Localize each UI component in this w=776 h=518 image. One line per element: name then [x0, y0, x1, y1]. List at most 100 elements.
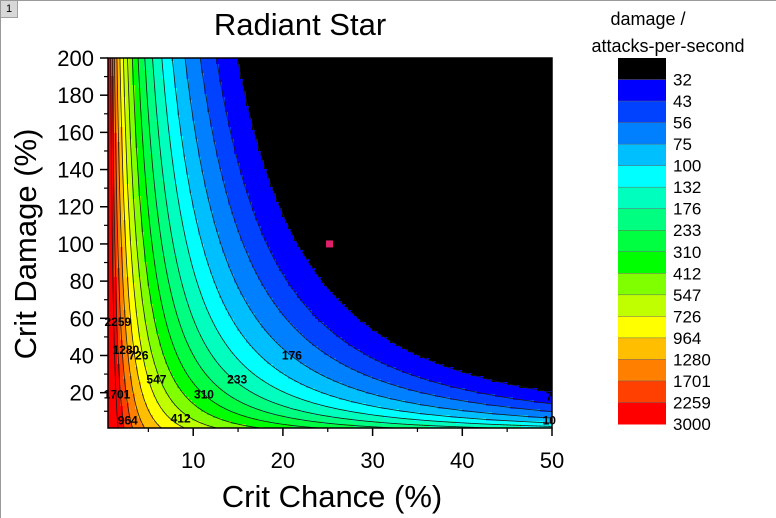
layer-tab[interactable]: 1	[1, 1, 18, 18]
contour-cell	[126, 145, 133, 149]
contour-cell	[135, 94, 142, 98]
contour-cell	[228, 124, 253, 128]
contour-cell	[228, 373, 256, 377]
contour-cell	[168, 283, 184, 287]
contour-cell	[123, 268, 127, 272]
contour-cell	[174, 166, 187, 170]
y-tick-label: 60	[70, 306, 94, 331]
contour-cell	[120, 202, 124, 206]
contour-cell	[192, 268, 211, 272]
contour-cell	[279, 268, 316, 272]
contour-cell	[114, 229, 118, 233]
contour-cell	[213, 130, 232, 134]
contour-cell	[186, 373, 208, 377]
contour-cell	[120, 376, 124, 380]
contour-cell	[108, 250, 115, 254]
contour-cell	[117, 133, 124, 137]
contour-cell	[117, 88, 121, 92]
contour-cell	[120, 154, 124, 158]
contour-cell	[117, 247, 124, 251]
contour-cell	[126, 124, 130, 128]
contour-cell	[264, 379, 295, 383]
contour-cell	[207, 94, 223, 98]
contour-cell	[168, 121, 181, 125]
contour-cell	[231, 208, 253, 212]
contour-cell	[306, 337, 343, 341]
contour-cell	[486, 403, 552, 407]
colorbar-level-label: 233	[673, 221, 701, 240]
contour-cell	[123, 250, 127, 254]
contour-cell	[135, 361, 145, 365]
contour-cell	[165, 361, 181, 365]
contour-cell	[132, 262, 139, 266]
contour-cell	[219, 232, 241, 236]
contour-cell	[174, 379, 193, 383]
contour-cell	[171, 286, 184, 290]
contour-cell	[150, 232, 160, 236]
contour-cell	[135, 403, 148, 407]
contour-cell	[195, 382, 214, 386]
contour-cell	[159, 424, 181, 428]
contour-cell	[159, 283, 169, 287]
contour-cell	[123, 142, 127, 146]
contour-cell	[144, 58, 154, 62]
contour-cell	[153, 175, 163, 179]
contour-cell	[138, 157, 145, 161]
contour-cell	[270, 181, 552, 185]
contour-cell	[141, 112, 148, 116]
contour-cell	[120, 121, 127, 125]
contour-cell	[123, 277, 130, 281]
contour-cell	[144, 166, 154, 170]
contour-cell	[135, 355, 145, 359]
contour-cell	[204, 178, 223, 182]
contour-cell	[315, 268, 552, 272]
contour-cell	[180, 274, 196, 278]
contour-cell	[156, 268, 166, 272]
contour-cell	[123, 361, 130, 365]
contour-cell	[177, 406, 199, 410]
contour-cell	[162, 304, 175, 308]
contour-cell	[153, 391, 166, 395]
contour-cell	[228, 112, 250, 116]
contour-cell	[120, 283, 124, 287]
contour-cell	[378, 331, 552, 335]
contour-cell	[147, 79, 154, 83]
contour-cell	[219, 70, 241, 74]
contour-cell	[162, 70, 175, 74]
contour-cell	[141, 382, 151, 386]
contour-cell	[222, 94, 247, 98]
contour-cell	[174, 421, 202, 425]
contour-cell	[108, 223, 115, 227]
contour-cell	[114, 193, 118, 197]
contour-cell	[276, 262, 310, 266]
contour-cell	[117, 178, 121, 182]
contour-cell	[162, 64, 175, 68]
contour-cell	[108, 370, 121, 374]
contour-cell	[132, 382, 142, 386]
contour-cell	[174, 307, 190, 311]
contour-cell	[420, 391, 478, 395]
contour-cell	[129, 232, 136, 236]
contour-cell	[201, 163, 220, 167]
contour-cell	[252, 208, 283, 212]
contour-cell	[189, 181, 205, 185]
y-tick-label: 140	[57, 158, 94, 183]
contour-cell	[276, 259, 310, 263]
contour-cell	[180, 271, 196, 275]
contour-cell	[117, 172, 121, 176]
contour-cell	[126, 160, 133, 164]
contour-cell	[132, 178, 139, 182]
contour-cell	[114, 178, 118, 182]
contour-cell	[156, 280, 169, 284]
contour-cell	[186, 58, 202, 62]
contour-cell	[156, 325, 169, 329]
contour-cell	[195, 385, 220, 389]
contour-cell	[177, 97, 190, 101]
contour-cell	[195, 325, 217, 329]
contour-cell	[120, 76, 124, 80]
contour-cell	[141, 298, 151, 302]
contour-cell	[159, 214, 169, 218]
contour-cell	[108, 412, 124, 416]
contour-cell	[252, 124, 552, 128]
